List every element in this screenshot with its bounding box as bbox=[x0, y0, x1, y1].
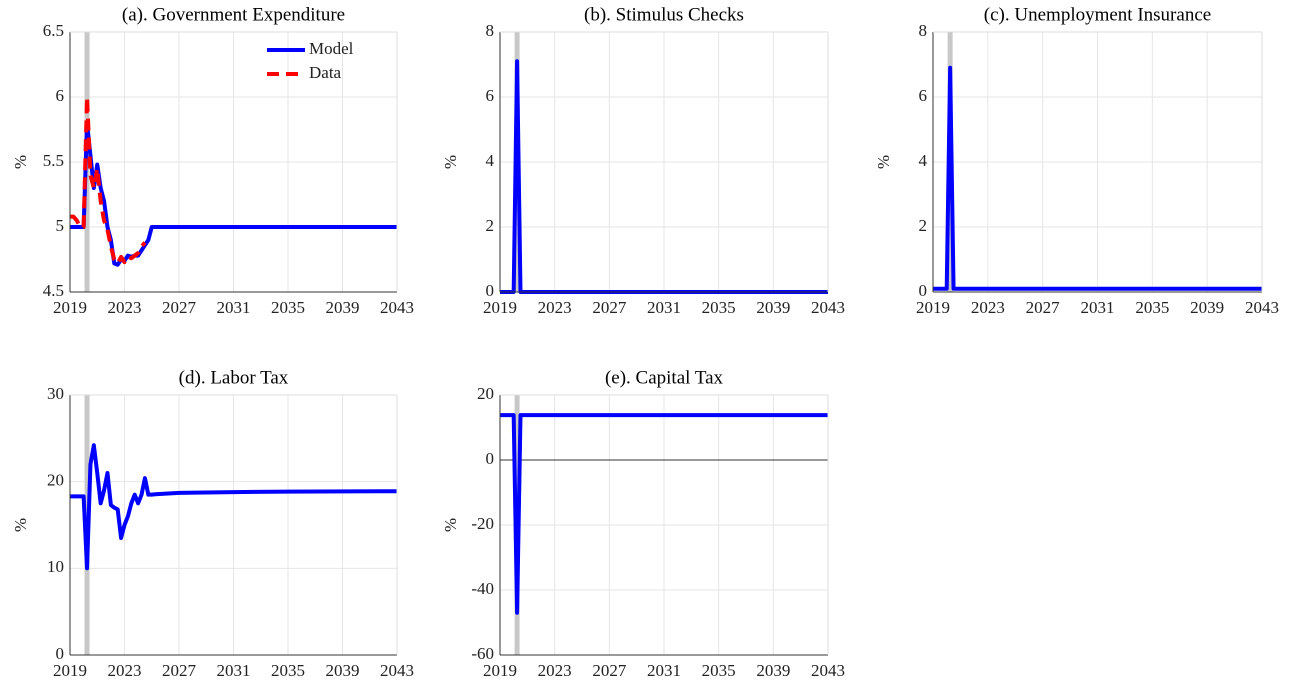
x-tick-label: 2035 bbox=[271, 661, 305, 680]
legend-label: Data bbox=[309, 63, 342, 82]
x-tick-label: 2035 bbox=[1135, 298, 1169, 317]
x-tick-label: 2043 bbox=[811, 661, 845, 680]
x-tick-label: 2027 bbox=[162, 298, 197, 317]
y-tick-label: 6 bbox=[56, 86, 65, 105]
y-tick-label: 2 bbox=[486, 216, 495, 235]
x-tick-label: 2035 bbox=[271, 298, 305, 317]
y-tick-label: 4.5 bbox=[43, 281, 64, 300]
y-tick-label: -40 bbox=[471, 579, 494, 598]
y-tick-label: 2 bbox=[919, 216, 928, 235]
legend-label: Model bbox=[309, 39, 354, 58]
line-series bbox=[70, 95, 147, 266]
y-tick-label: 5 bbox=[56, 216, 65, 235]
x-tick-label: 2031 bbox=[1081, 298, 1115, 317]
x-tick-label: 2035 bbox=[702, 298, 736, 317]
y-axis-label: % bbox=[11, 155, 30, 169]
y-tick-label: 5.5 bbox=[43, 151, 64, 170]
chart-title: (b). Stimulus Checks bbox=[584, 4, 744, 25]
y-tick-label: 10 bbox=[47, 557, 64, 576]
x-tick-label: 2043 bbox=[1245, 298, 1279, 317]
line-series bbox=[70, 443, 398, 571]
x-tick-label: 2031 bbox=[217, 298, 251, 317]
x-tick-label: 2019 bbox=[916, 298, 950, 317]
x-tick-label: 2043 bbox=[380, 298, 414, 317]
y-tick-label: -20 bbox=[471, 514, 494, 533]
x-tick-label: 2031 bbox=[647, 661, 681, 680]
x-tick-label: 2031 bbox=[217, 661, 251, 680]
x-tick-label: 2027 bbox=[162, 661, 197, 680]
chart-title: (c). Unemployment Insurance bbox=[984, 4, 1211, 25]
x-tick-label: 2019 bbox=[483, 298, 517, 317]
y-tick-label: 0 bbox=[486, 449, 495, 468]
x-tick-label: 2027 bbox=[592, 298, 627, 317]
x-tick-label: 2039 bbox=[326, 298, 360, 317]
x-tick-label: 2039 bbox=[1190, 298, 1224, 317]
x-tick-label: 2023 bbox=[538, 298, 572, 317]
x-tick-label: 2023 bbox=[108, 298, 142, 317]
y-tick-label: 0 bbox=[56, 644, 65, 663]
x-tick-label: 2039 bbox=[756, 298, 790, 317]
x-tick-label: 2019 bbox=[53, 661, 87, 680]
y-tick-label: 6 bbox=[919, 86, 928, 105]
y-tick-label: 4 bbox=[486, 151, 495, 170]
line-series bbox=[933, 65, 1262, 291]
x-tick-label: 2031 bbox=[647, 298, 681, 317]
y-tick-label: 0 bbox=[919, 281, 928, 300]
y-tick-label: 20 bbox=[47, 471, 64, 490]
x-tick-label: 2027 bbox=[592, 661, 627, 680]
x-tick-label: 2019 bbox=[53, 298, 87, 317]
x-tick-label: 2043 bbox=[380, 661, 414, 680]
x-tick-label: 2023 bbox=[538, 661, 572, 680]
x-tick-label: 2027 bbox=[1026, 298, 1061, 317]
y-tick-label: 30 bbox=[47, 384, 64, 403]
x-tick-label: 2039 bbox=[756, 661, 790, 680]
y-axis-label: % bbox=[11, 518, 30, 532]
y-axis-label: % bbox=[441, 518, 460, 532]
y-tick-label: 8 bbox=[919, 21, 928, 40]
y-tick-label: 20 bbox=[477, 384, 494, 403]
chart-title: (e). Capital Tax bbox=[605, 367, 724, 388]
y-axis-label: % bbox=[441, 155, 460, 169]
x-tick-label: 2039 bbox=[326, 661, 360, 680]
y-tick-label: 8 bbox=[486, 21, 495, 40]
y-tick-label: -60 bbox=[471, 644, 494, 663]
line-series bbox=[500, 413, 828, 615]
y-tick-label: 0 bbox=[486, 281, 495, 300]
y-tick-label: 4 bbox=[919, 151, 928, 170]
chart-title: (a). Government Expenditure bbox=[122, 4, 345, 25]
y-tick-label: 6.5 bbox=[43, 21, 64, 40]
x-tick-label: 2035 bbox=[702, 661, 736, 680]
x-tick-label: 2023 bbox=[108, 661, 142, 680]
y-tick-label: 6 bbox=[486, 86, 495, 105]
x-tick-label: 2043 bbox=[811, 298, 845, 317]
chart-title: (d). Labor Tax bbox=[179, 367, 289, 388]
x-tick-label: 2019 bbox=[483, 661, 517, 680]
y-axis-label: % bbox=[874, 155, 893, 169]
x-tick-label: 2023 bbox=[971, 298, 1005, 317]
